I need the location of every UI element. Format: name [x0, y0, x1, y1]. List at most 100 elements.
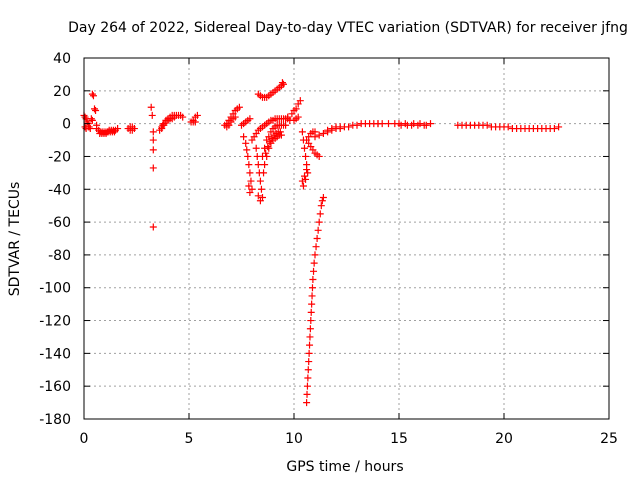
data-point: [345, 123, 353, 131]
data-point: [149, 128, 157, 136]
data-point: [243, 146, 251, 154]
data-point: [308, 284, 316, 292]
data-point: [299, 182, 307, 190]
data-point: [305, 349, 313, 357]
data-point: [252, 144, 260, 152]
data-point: [256, 177, 264, 185]
data-point: [260, 169, 268, 177]
x-tick-label: 0: [80, 431, 89, 447]
data-point: [244, 152, 252, 160]
data-point: [292, 105, 300, 113]
x-tick-label: 10: [285, 431, 303, 447]
data-point: [294, 113, 302, 121]
data-point: [318, 197, 326, 205]
x-tick-label: 5: [185, 431, 194, 447]
data-point: [328, 125, 336, 133]
data-point: [319, 193, 327, 201]
data-point: [310, 259, 318, 267]
data-point: [84, 123, 92, 131]
data-point: [303, 166, 311, 174]
data-point: [254, 161, 262, 169]
data-point: [397, 121, 405, 129]
data-point: [240, 133, 248, 141]
data-point: [313, 235, 321, 242]
data-points: [80, 79, 563, 407]
data-point: [276, 128, 284, 136]
y-tick-label: -180: [39, 412, 71, 428]
data-point: [353, 121, 361, 129]
data-point: [304, 366, 312, 374]
y-axis-label: SDTVAR / TECUs: [7, 182, 23, 297]
data-point: [504, 123, 512, 131]
data-point: [301, 172, 308, 180]
plot-frame: [83, 57, 610, 420]
data-point: [88, 90, 96, 98]
data-point: [324, 126, 332, 134]
data-point: [246, 169, 254, 177]
data-point: [256, 197, 264, 205]
data-point: [304, 374, 312, 382]
data-point: [312, 243, 320, 251]
data-point: [309, 276, 317, 284]
data-point: [231, 113, 239, 121]
data-point: [246, 189, 254, 197]
data-point: [193, 111, 201, 119]
data-point: [261, 161, 269, 169]
axis-ticks: [83, 57, 610, 420]
data-point: [89, 92, 97, 100]
y-tick-label: -40: [48, 182, 71, 198]
data-point: [114, 125, 122, 133]
y-tick-label: -140: [39, 346, 71, 362]
data-point: [303, 382, 311, 390]
data-point: [308, 292, 316, 300]
data-point: [311, 251, 319, 259]
data-point: [315, 218, 323, 226]
data-point: [308, 300, 316, 308]
data-point: [410, 120, 418, 128]
data-point: [179, 113, 187, 121]
y-tick-label: 40: [53, 51, 71, 67]
data-point: [422, 121, 430, 129]
data-point: [149, 164, 157, 172]
data-point: [259, 152, 266, 160]
data-point: [385, 120, 392, 128]
data-point: [306, 325, 314, 333]
data-point: [81, 113, 89, 121]
data-point: [315, 131, 323, 139]
data-point: [301, 144, 308, 152]
x-tick-label: 20: [495, 431, 513, 447]
data-point: [314, 226, 322, 234]
tick-labels: 0 5 10 15 20 25 40 20 0 -20 -40 -60 -80 -100 -120 -140 -…: [39, 51, 618, 447]
data-point: [242, 139, 250, 147]
data-point: [374, 120, 382, 128]
y-tick-label: 0: [62, 117, 71, 133]
x-axis-label: GPS time / hours: [286, 459, 403, 475]
data-point: [257, 185, 265, 193]
data-point: [307, 317, 315, 325]
data-point: [149, 146, 157, 154]
data-point: [403, 121, 411, 129]
data-point: [278, 79, 286, 87]
data-point: [149, 136, 157, 144]
x-tick-label: 15: [390, 431, 408, 447]
y-tick-label: -120: [39, 314, 71, 330]
y-tick-label: 20: [53, 84, 71, 100]
data-point: [170, 113, 178, 121]
data-point: [336, 123, 344, 131]
y-tick-label: -80: [48, 248, 71, 264]
data-point: [280, 80, 287, 88]
data-point: [416, 120, 424, 128]
data-point: [149, 223, 157, 231]
data-point: [317, 202, 325, 210]
data-point: [87, 115, 95, 123]
data-point: [277, 131, 285, 139]
data-point: [319, 129, 327, 137]
data-point: [298, 177, 306, 185]
data-point: [296, 97, 304, 105]
grid-lines: [84, 58, 609, 419]
data-point: [245, 161, 253, 169]
data-point: [550, 125, 558, 133]
data-point: [316, 210, 324, 218]
data-point: [302, 175, 310, 183]
